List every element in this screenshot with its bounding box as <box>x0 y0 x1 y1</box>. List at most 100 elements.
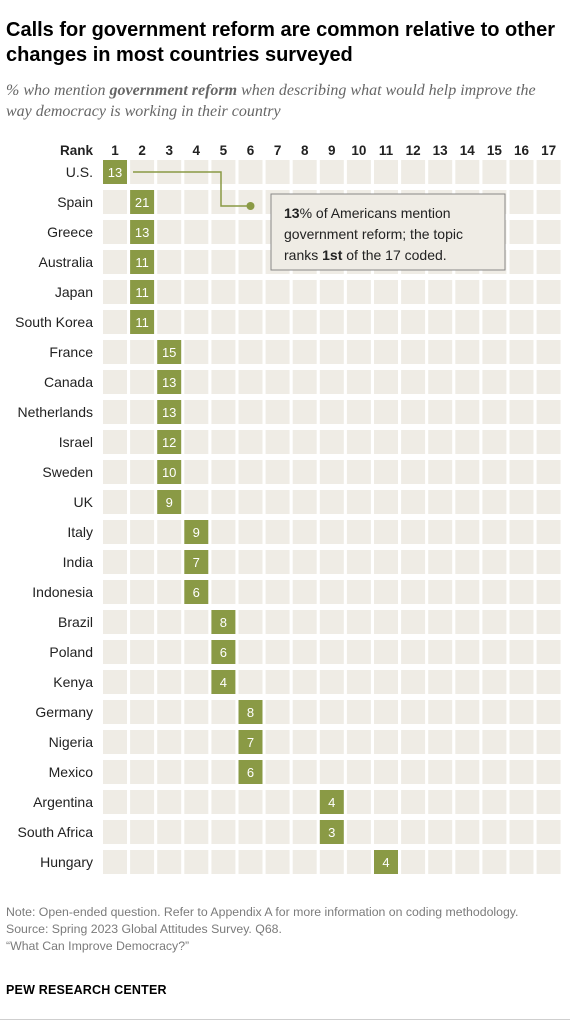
rank-cell <box>319 640 344 664</box>
rank-cell <box>103 190 127 214</box>
country-label: Japan <box>55 284 93 300</box>
rank-cell <box>401 670 426 694</box>
rank-cell <box>346 850 371 874</box>
rank-cell <box>157 190 182 214</box>
rank-cell <box>455 760 480 784</box>
rank-cell-highlight <box>130 280 155 304</box>
rank-cell <box>238 310 263 334</box>
rank-cell-highlight <box>184 520 209 544</box>
rank-cell-highlight <box>184 580 209 604</box>
rank-cell <box>509 730 534 754</box>
rank-cell <box>374 160 398 184</box>
source-text: Source: Spring 2023 Global Attitudes Sur… <box>6 922 282 936</box>
rank-cell-highlight <box>157 430 182 454</box>
value-label: 21 <box>135 195 149 210</box>
rank-cell <box>455 850 480 874</box>
country-label: Kenya <box>53 674 93 690</box>
value-label: 6 <box>247 765 254 780</box>
country-label: Germany <box>35 704 93 720</box>
rank-cell <box>238 430 263 454</box>
value-label: 15 <box>162 345 176 360</box>
rank-cell <box>292 400 317 424</box>
rank-cell <box>428 850 453 874</box>
rank-tick-label: 7 <box>274 143 282 158</box>
rank-cell <box>482 310 507 334</box>
rank-cell <box>428 640 453 664</box>
rank-cell <box>346 550 371 574</box>
rank-cell <box>319 700 344 724</box>
rank-cell <box>211 550 236 574</box>
rank-cell <box>536 760 561 784</box>
rank-cell <box>265 370 290 394</box>
rank-cell <box>428 430 453 454</box>
rank-cell <box>292 370 317 394</box>
rank-cell <box>130 670 155 694</box>
rank-cell <box>103 640 127 664</box>
annotation-text-span: of the 17 coded. <box>342 247 446 263</box>
rank-cell <box>184 430 209 454</box>
rank-cell <box>238 640 263 664</box>
rank-cell <box>401 550 426 574</box>
rank-cell <box>319 490 344 514</box>
rank-cell <box>509 550 534 574</box>
rank-cell <box>536 700 561 724</box>
rank-cell <box>103 220 127 244</box>
rank-cell <box>509 640 534 664</box>
rank-cell <box>103 370 127 394</box>
rank-cell <box>292 610 317 634</box>
rank-cell <box>536 460 561 484</box>
rank-cell <box>292 730 317 754</box>
rank-cell <box>292 430 317 454</box>
rank-cell <box>292 790 317 814</box>
value-label: 13 <box>135 225 149 240</box>
rank-tick-label: 16 <box>514 143 530 158</box>
rank-cell <box>509 160 534 184</box>
rank-cell <box>374 460 398 484</box>
rank-cell-highlight <box>157 490 182 514</box>
annotation-text: 13% of Americans mention government refor… <box>284 205 463 263</box>
rank-cell <box>292 700 317 724</box>
rank-cell <box>319 430 344 454</box>
rank-cell <box>401 280 426 304</box>
rank-cell <box>401 730 426 754</box>
rank-cell <box>509 520 534 544</box>
chart-subtitle: % who mention government reform when des… <box>6 80 562 122</box>
rank-cell <box>374 280 398 304</box>
rank-cell <box>482 400 507 424</box>
rank-cell <box>536 490 561 514</box>
rank-cell <box>374 580 398 604</box>
rank-cell <box>103 610 127 634</box>
rank-cell <box>455 820 480 844</box>
rank-cell <box>536 400 561 424</box>
rank-cell <box>536 430 561 454</box>
value-label: 11 <box>135 315 149 330</box>
rank-cell <box>130 460 155 484</box>
rank-cell <box>319 460 344 484</box>
rank-cell <box>455 160 480 184</box>
rank-cell <box>157 520 182 544</box>
rank-cell <box>346 790 371 814</box>
rank-tick-label: 4 <box>193 143 201 158</box>
rank-cell <box>536 820 561 844</box>
rank-cell <box>374 700 398 724</box>
rank-cell-highlight <box>238 700 263 724</box>
rank-cell <box>346 490 371 514</box>
country-label: UK <box>74 494 94 510</box>
country-label: South Korea <box>15 314 93 330</box>
rank-cell <box>374 520 398 544</box>
rank-cell <box>428 520 453 544</box>
rank-cell <box>103 400 127 424</box>
rank-cell <box>455 460 480 484</box>
rank-cell <box>346 430 371 454</box>
value-label: 13 <box>108 165 122 180</box>
country-label: Indonesia <box>32 584 93 600</box>
rank-cell <box>509 310 534 334</box>
rank-cell <box>346 370 371 394</box>
rank-cell <box>482 670 507 694</box>
rank-cell <box>455 280 480 304</box>
rank-cell <box>509 370 534 394</box>
rank-cell-highlight <box>157 400 182 424</box>
rank-cell-highlight <box>319 790 344 814</box>
rank-cell <box>211 700 236 724</box>
rank-cell-highlight <box>157 340 182 364</box>
